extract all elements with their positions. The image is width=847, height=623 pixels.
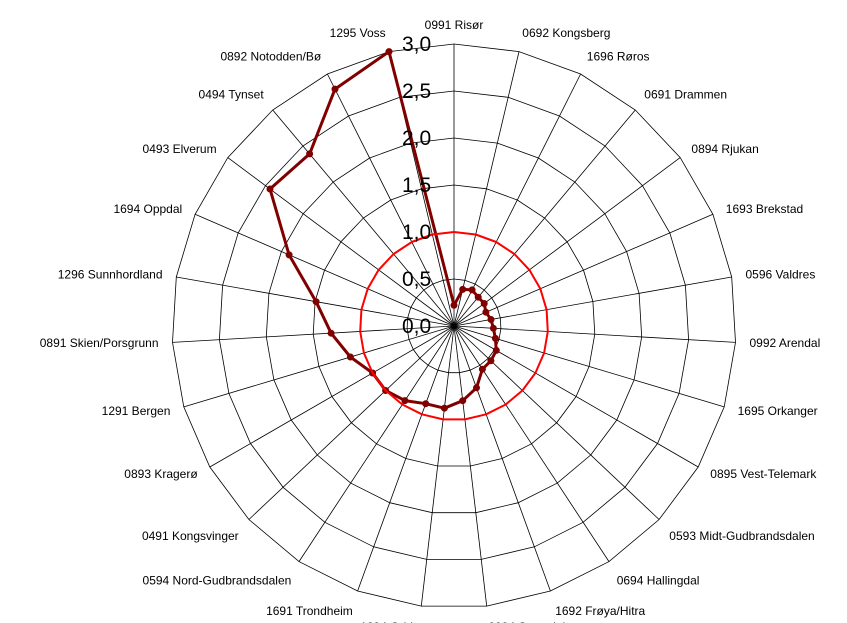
category-labels: 0991 Risør 0692 Kongsberg 1696 Røros 0691 D… — [40, 18, 820, 623]
series-line-values — [268, 50, 498, 410]
category-label: 0692 Kongsberg — [522, 26, 610, 40]
data-point — [346, 353, 354, 361]
category-label: 0895 Vest-Telemark — [710, 467, 817, 481]
grid-spoke — [298, 325, 455, 562]
data-point — [331, 85, 339, 93]
radial-tick-label: 1,0 — [402, 221, 431, 244]
data-point — [480, 300, 488, 307]
grid-spoke — [172, 325, 455, 343]
data-point — [266, 185, 274, 193]
grid-spoke — [453, 109, 636, 327]
data-point — [285, 251, 293, 259]
category-label: 0893 Kragerø — [124, 467, 198, 481]
grid-spoke — [453, 325, 699, 468]
data-point — [478, 365, 486, 373]
data-point — [459, 397, 467, 405]
data-point — [306, 150, 314, 158]
grid-spoke — [453, 213, 714, 327]
category-label: 1291 Bergen — [102, 404, 171, 418]
series-line-reference — [359, 231, 549, 421]
grid-spoke — [453, 157, 681, 327]
category-label: 0491 Kongsvinger — [142, 529, 239, 543]
radial-tick-label: 3,0 — [402, 33, 431, 56]
grid-spoke — [357, 325, 455, 592]
category-label: 0991 Risør — [425, 18, 484, 32]
grid-spoke — [194, 213, 455, 327]
category-label: 0593 Midt-Gudbrandsdalen — [669, 529, 814, 543]
grid-spoke — [453, 325, 660, 520]
radar-series-layer — [266, 48, 549, 421]
category-label: 1294 Odda — [360, 620, 420, 623]
category-label: 0694 Hallingdal — [617, 573, 700, 587]
data-point — [474, 293, 482, 301]
grid-spoke — [453, 325, 488, 607]
radial-tick-label: 2,0 — [402, 127, 431, 150]
grid-spoke — [453, 325, 551, 592]
category-label: 0891 Skien/Porsgrunn — [40, 336, 159, 350]
radar-grid — [172, 43, 736, 607]
grid-spoke — [453, 51, 520, 327]
data-point — [459, 285, 467, 293]
category-label: 0691 Drammen — [644, 87, 727, 101]
grid-spoke — [420, 325, 455, 607]
category-label: 1691 Trondheim — [266, 604, 353, 618]
radial-tick-label: 1,5 — [402, 174, 431, 197]
grid-spoke — [227, 157, 455, 327]
category-label: 1693 Brekstad — [726, 202, 803, 216]
data-point — [327, 329, 335, 337]
category-label: 0894 Rjukan — [691, 142, 758, 156]
category-label: 0596 Valdres — [746, 268, 816, 282]
grid-ring — [265, 137, 643, 514]
grid-spoke — [183, 325, 455, 408]
data-point — [312, 298, 320, 306]
category-label: 0594 Nord-Gudbrandsdalen — [143, 573, 292, 587]
category-label: 0994 Setesdal — [488, 620, 565, 623]
grid-spoke — [453, 276, 732, 327]
data-point — [489, 324, 497, 332]
grid-spoke — [248, 325, 455, 520]
data-point — [487, 316, 495, 323]
data-point — [422, 400, 430, 408]
category-label: 1694 Oppdal — [113, 202, 182, 216]
grid-spoke — [453, 73, 581, 327]
grid-ring — [218, 90, 690, 560]
data-point — [482, 308, 490, 316]
grid-ring — [406, 278, 502, 374]
data-point — [385, 48, 393, 56]
data-point — [491, 334, 499, 342]
data-point — [450, 301, 458, 309]
category-label: 0892 Notodden/Bø — [220, 50, 321, 64]
grid-spoke — [327, 73, 455, 327]
data-point — [440, 404, 448, 412]
category-label: 0494 Tynset — [199, 87, 265, 101]
data-point — [401, 397, 409, 405]
category-label: 1696 Røros — [587, 50, 650, 64]
data-point — [468, 286, 476, 294]
radial-tick-labels: 0,0 0,5 1,0 1,5 2,0 2,5 3,0 — [402, 33, 431, 338]
grid-spoke — [453, 325, 736, 343]
category-label: 0992 Arendal — [750, 336, 821, 350]
grid-spoke — [272, 109, 455, 327]
category-label: 1695 Orkanger — [738, 404, 818, 418]
data-point — [492, 346, 500, 354]
radial-tick-label: 0,5 — [402, 268, 431, 291]
radial-tick-label: 0,0 — [402, 315, 431, 338]
category-label: 1692 Frøya/Hitra — [555, 604, 645, 618]
grid-ring — [172, 43, 736, 607]
category-label: 1295 Voss — [330, 26, 386, 40]
data-point — [473, 384, 480, 392]
category-label: 1296 Sunnhordland — [58, 268, 163, 282]
radial-tick-label: 2,5 — [402, 80, 431, 103]
grid-ring — [312, 184, 596, 467]
grid-spoke — [453, 325, 725, 408]
grid-spoke — [453, 325, 610, 562]
data-point — [487, 357, 495, 365]
grid-spoke — [209, 325, 455, 468]
category-label: 0493 Elverum — [143, 142, 217, 156]
